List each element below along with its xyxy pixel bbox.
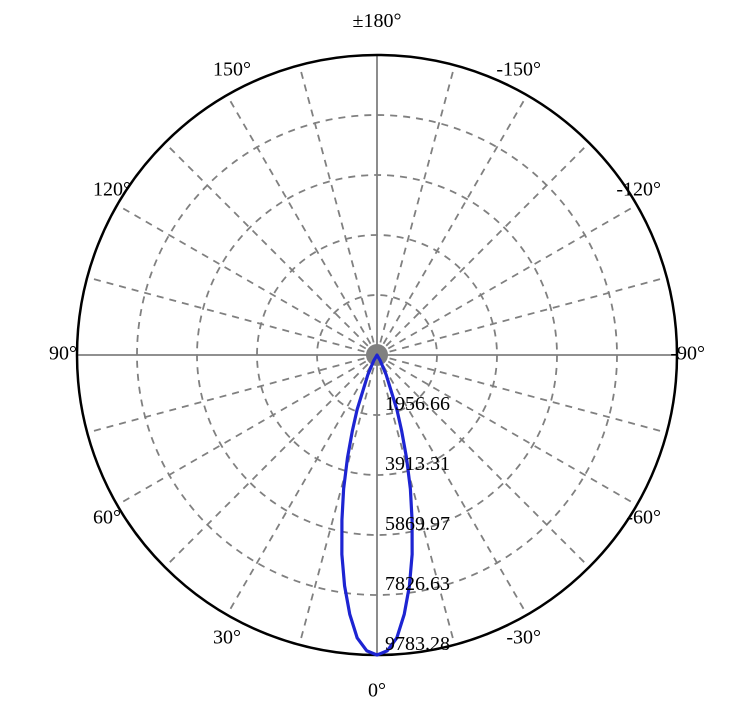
- angle-label: -150°: [496, 59, 541, 81]
- angle-label: 150°: [213, 59, 251, 81]
- angle-label: 0°: [368, 680, 386, 702]
- radial-label: 9783.28: [385, 633, 450, 655]
- angle-label: ±180°: [353, 10, 402, 32]
- angle-label: 90°: [49, 343, 77, 365]
- radial-label: 3913.31: [385, 453, 450, 475]
- angle-label: 60°: [93, 507, 121, 529]
- radial-label: 7826.63: [385, 573, 450, 595]
- radial-label: 5869.97: [385, 513, 450, 535]
- angle-label: -120°: [616, 179, 661, 201]
- radial-label: 1956.66: [385, 393, 450, 415]
- angle-label: -90°: [670, 343, 705, 365]
- angle-label: -30°: [506, 627, 541, 649]
- angle-label: 30°: [213, 627, 241, 649]
- angle-label: 120°: [93, 179, 131, 201]
- polar-chart: 0° 30° 60° 90° 120° 150° ±180° -150° -120° -90° -6…: [0, 0, 755, 711]
- angle-label: -60°: [626, 507, 661, 529]
